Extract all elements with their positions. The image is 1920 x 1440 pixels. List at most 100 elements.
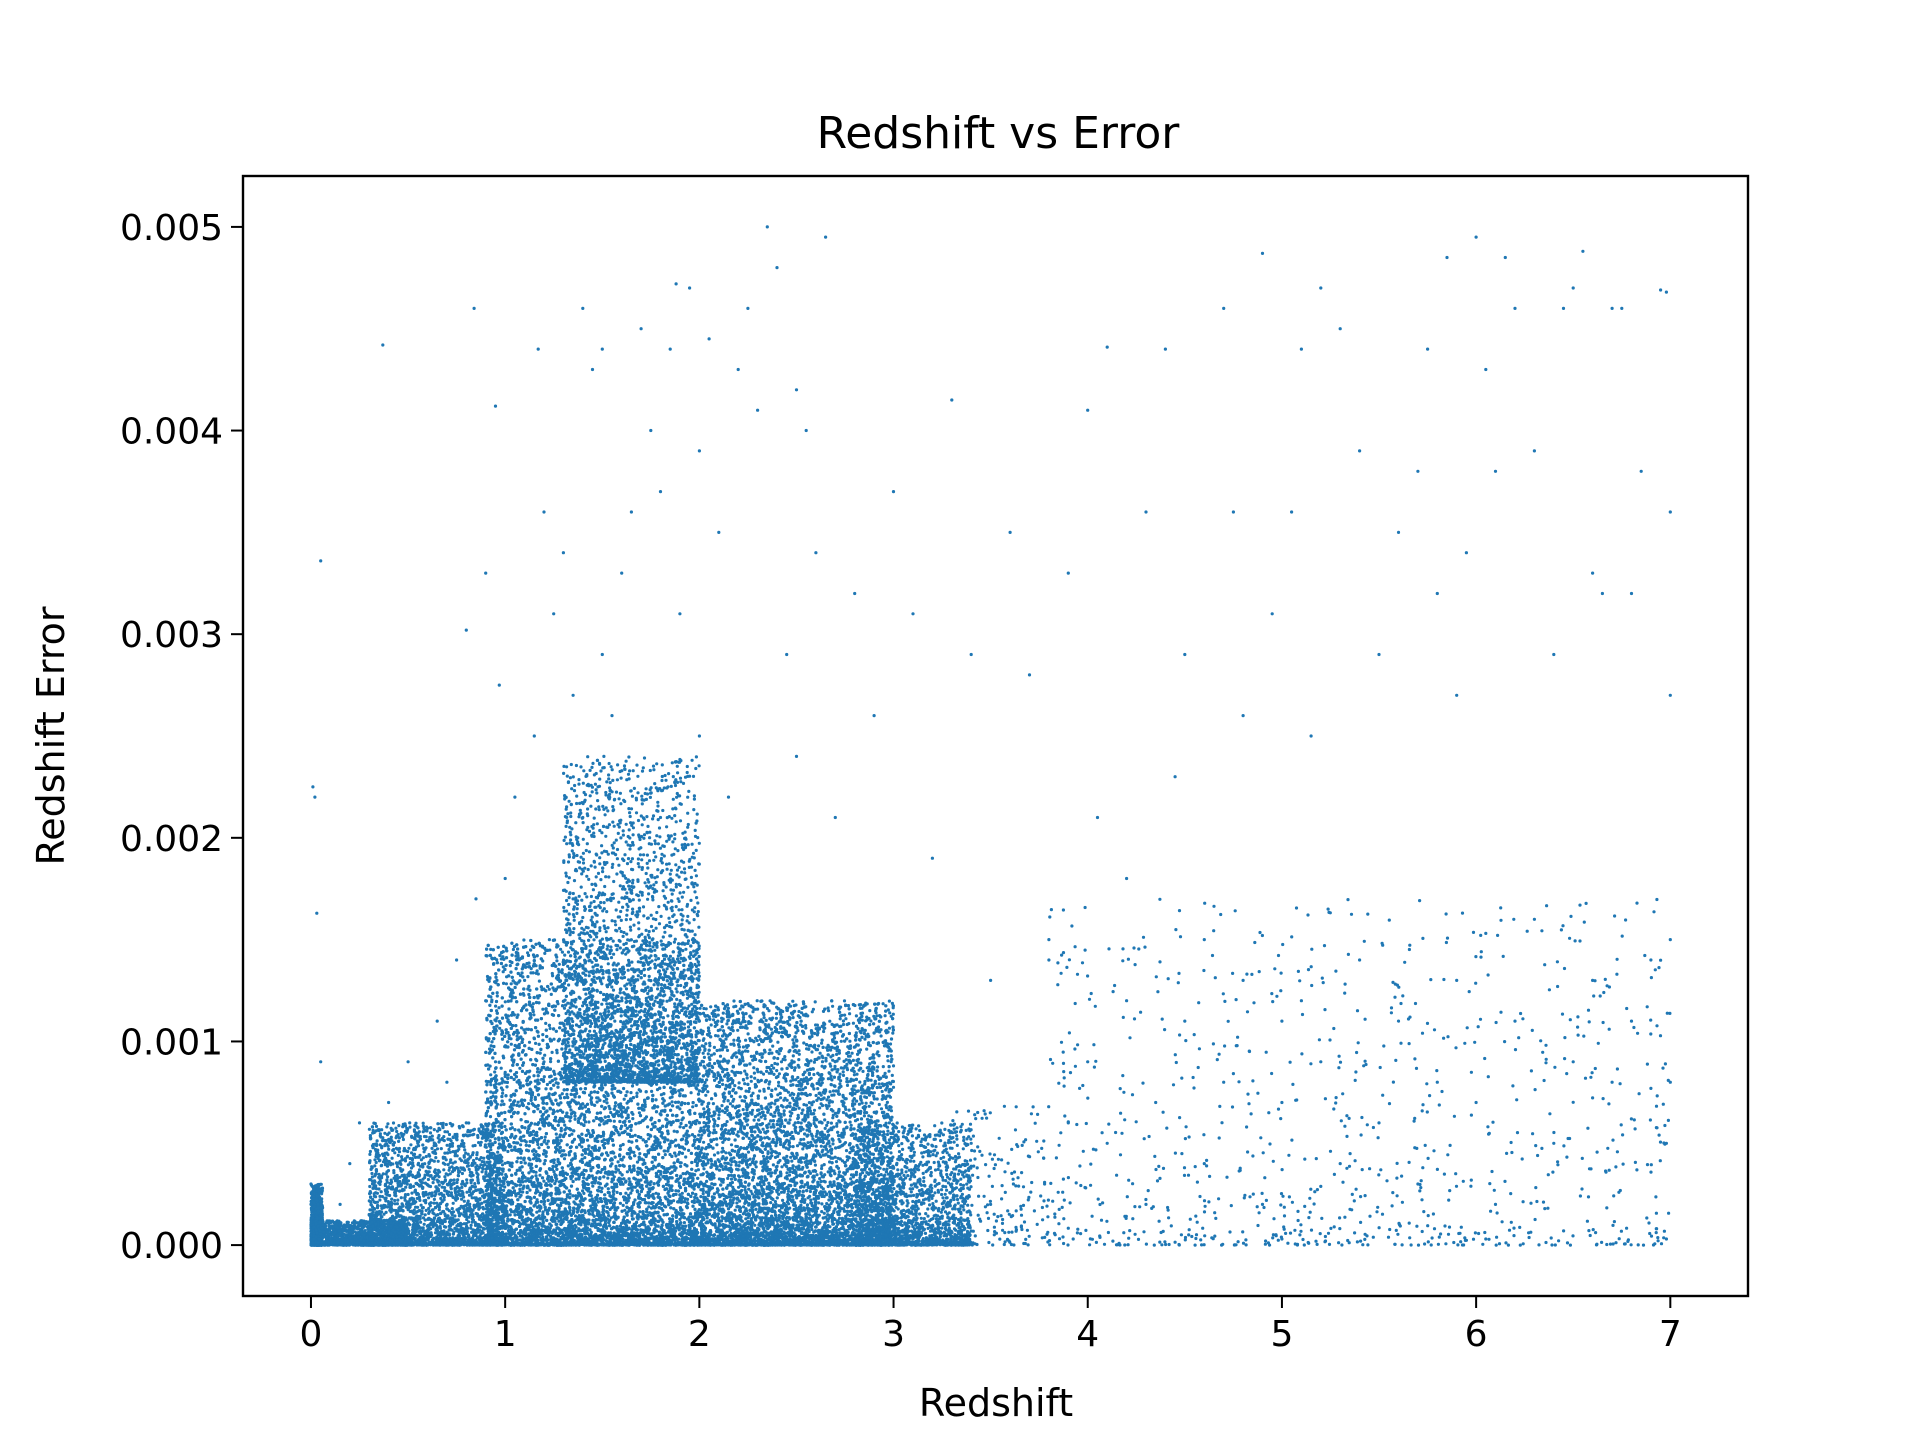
data-point [348, 1233, 351, 1236]
data-point [348, 1236, 351, 1239]
data-point [409, 1185, 412, 1188]
data-point [385, 1211, 388, 1214]
data-point [452, 1135, 455, 1138]
data-point [337, 1241, 340, 1244]
data-point [371, 1205, 374, 1208]
data-point [396, 1226, 399, 1229]
data-point [431, 1209, 434, 1212]
data-point [370, 1230, 373, 1233]
data-point [316, 1199, 319, 1202]
data-point [390, 1179, 393, 1182]
data-point [351, 1239, 354, 1242]
data-point [356, 1227, 359, 1230]
data-point [420, 1204, 423, 1207]
data-point [340, 1236, 343, 1239]
data-point [392, 1209, 395, 1212]
data-point [418, 1168, 421, 1171]
data-point [364, 1220, 367, 1223]
data-point [433, 1160, 436, 1163]
data-point [316, 1241, 319, 1244]
data-point [345, 1244, 348, 1247]
data-point [476, 1136, 479, 1139]
data-point [321, 1227, 324, 1230]
data-point [387, 1148, 390, 1151]
data-point [395, 1221, 398, 1224]
data-point [439, 1212, 442, 1215]
data-point [462, 1236, 465, 1239]
data-point [483, 1179, 486, 1182]
data-point [314, 1208, 317, 1211]
data-point [393, 1199, 396, 1202]
data-point [434, 1190, 437, 1193]
data-point [400, 1155, 403, 1158]
data-point [407, 1147, 410, 1150]
data-point [394, 1194, 397, 1197]
data-point [426, 1183, 429, 1186]
data-point [449, 1228, 452, 1231]
data-point [320, 1204, 323, 1207]
data-point [388, 1194, 391, 1197]
data-point [321, 1189, 324, 1192]
data-point [412, 1185, 415, 1188]
data-point [392, 1169, 395, 1172]
data-point [401, 1181, 404, 1184]
data-point [378, 1218, 381, 1221]
data-point [440, 1147, 443, 1150]
data-point [389, 1163, 392, 1166]
data-point [408, 1121, 411, 1124]
data-point [410, 1192, 413, 1195]
data-point [407, 1231, 410, 1234]
data-point [346, 1225, 349, 1228]
data-point [428, 1210, 431, 1213]
data-point [378, 1198, 381, 1201]
data-point [391, 1157, 394, 1160]
data-point [470, 1171, 473, 1174]
data-point [350, 1227, 353, 1230]
data-point [404, 1193, 407, 1196]
data-point [439, 1225, 442, 1228]
data-point [446, 1192, 449, 1195]
data-point [426, 1127, 429, 1130]
data-point [312, 1187, 315, 1190]
data-point [428, 1155, 431, 1158]
data-point [443, 1175, 446, 1178]
data-point [453, 1178, 456, 1181]
data-point [433, 1128, 436, 1131]
data-point [334, 1236, 337, 1239]
data-point [471, 1217, 474, 1220]
data-point [437, 1160, 440, 1163]
data-point [386, 1153, 389, 1156]
data-point [385, 1178, 388, 1181]
data-point [321, 1224, 324, 1227]
data-point [373, 1195, 376, 1198]
data-point [442, 1168, 445, 1171]
data-point [502, 1189, 505, 1192]
data-point [342, 1225, 345, 1228]
data-point [380, 1146, 383, 1149]
data-point [328, 1241, 331, 1244]
data-point [449, 1158, 452, 1161]
data-point [368, 1153, 371, 1156]
data-point [325, 1221, 328, 1224]
data-point [456, 1167, 459, 1170]
data-point [457, 1190, 460, 1193]
data-point [448, 1145, 451, 1148]
data-point [381, 1225, 384, 1228]
data-point [457, 1148, 460, 1151]
data-point [342, 1233, 345, 1236]
data-point [376, 1192, 379, 1195]
data-point [375, 1168, 378, 1171]
data-point [488, 1160, 491, 1163]
data-point [446, 1151, 449, 1154]
data-point [453, 1214, 456, 1217]
data-point [312, 1241, 315, 1244]
data-point [402, 1138, 405, 1141]
data-point [468, 1168, 471, 1171]
data-point [312, 1226, 315, 1229]
data-point [498, 1129, 501, 1132]
data-point [462, 1145, 465, 1148]
data-point [399, 1163, 402, 1166]
data-point [380, 1215, 383, 1218]
data-point [495, 1222, 498, 1225]
data-point [473, 1128, 476, 1131]
